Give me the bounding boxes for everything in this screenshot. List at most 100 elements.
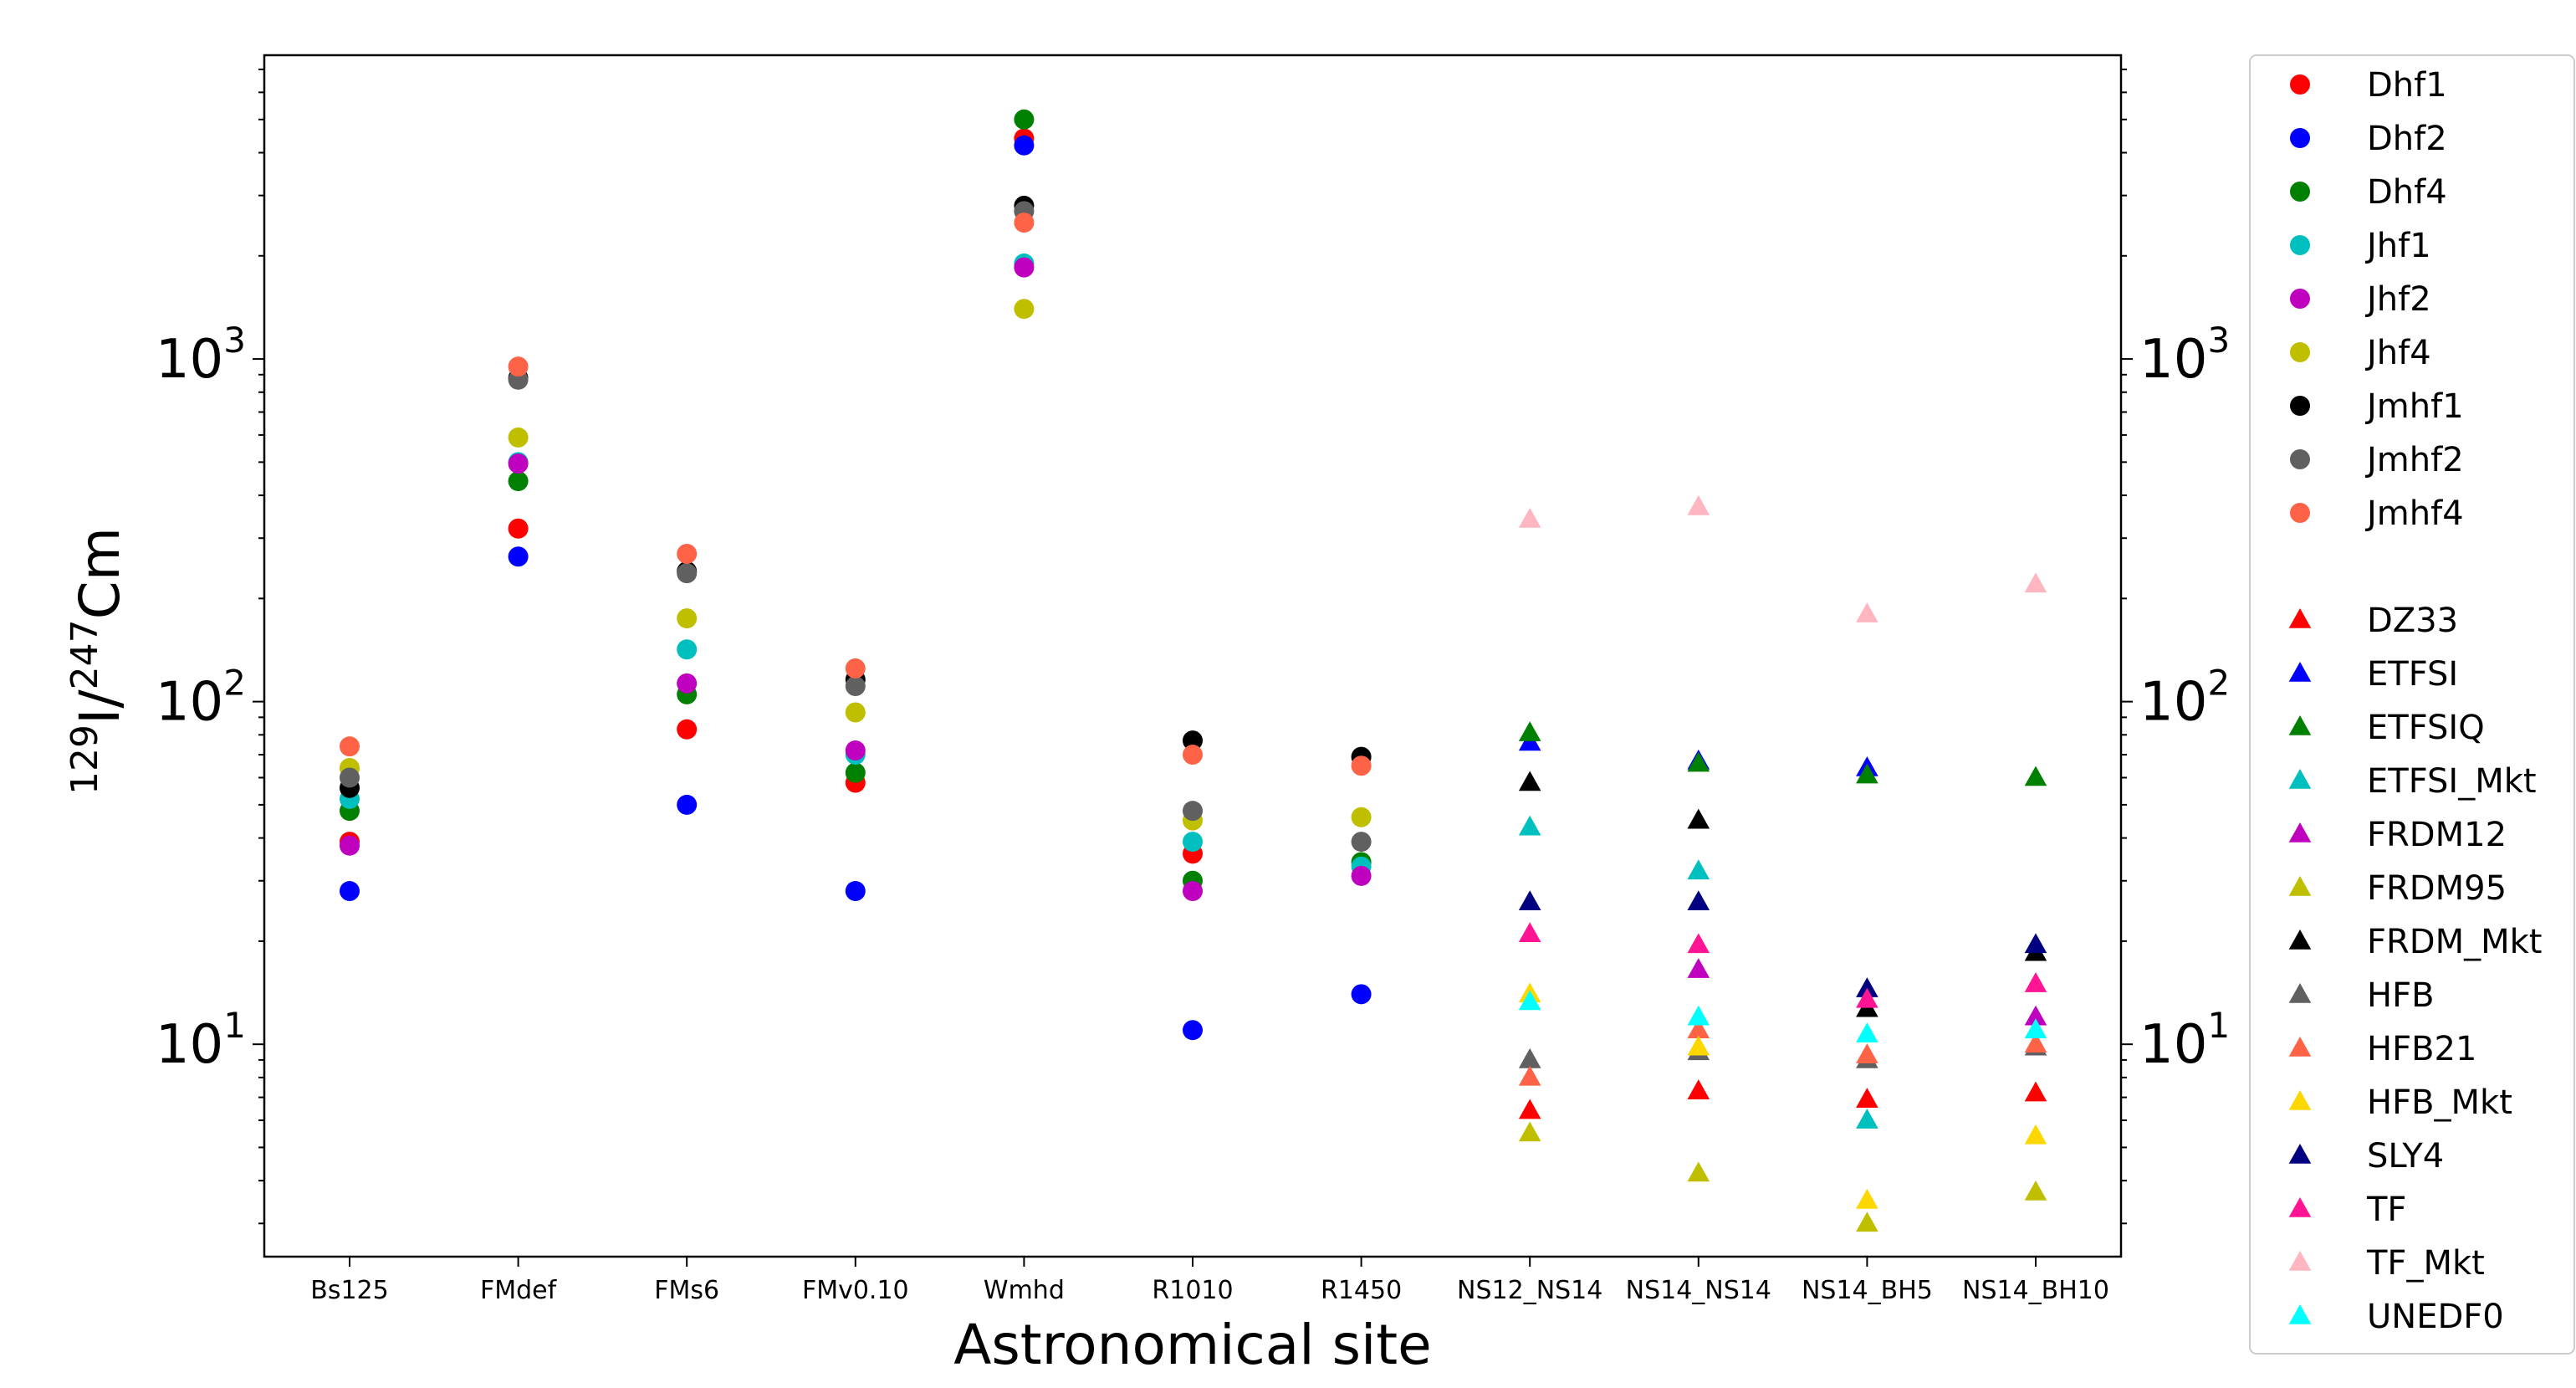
point-frdm-mkt	[1518, 771, 1541, 791]
y-tick-label: 102	[156, 663, 246, 734]
y-axis-title-sup2: 247	[64, 619, 106, 689]
legend-marker-tf-mkt	[2288, 1251, 2312, 1271]
point-etfsi-mkt	[1687, 859, 1710, 880]
point-jhf2	[1183, 881, 1203, 902]
legend-marker-jhf1	[2290, 235, 2310, 255]
y-axis: 101 101 102 102 103 103	[156, 68, 2230, 1225]
x-axis-title: Astronomical site	[953, 1313, 1432, 1377]
legend-marker-hfb-mkt	[2288, 1090, 2312, 1110]
point-dhf2	[340, 881, 360, 902]
point-tf-mkt	[1687, 494, 1710, 515]
x-axis: Bs125 FMdef FMs6 FMv0.10 Wmhd R1010 R1450 NS12_…	[310, 1257, 2109, 1305]
y-tick-label-right: 101	[2139, 1005, 2230, 1076]
point-jmhf2	[1183, 801, 1203, 822]
point-tf	[1856, 987, 1878, 1008]
point-tf	[2024, 972, 2047, 992]
point-dhf2	[508, 546, 529, 567]
legend-label-jmhf2: Jmhf2	[2364, 441, 2464, 479]
point-hfb21	[1856, 1043, 1878, 1063]
point-jhf4	[677, 608, 698, 629]
point-sly4	[1856, 977, 1878, 997]
legend-label-jhf1: Jhf1	[2364, 227, 2431, 265]
point-frdm95	[1518, 1121, 1541, 1142]
legend-label-etfsiq: ETFSIQ	[2367, 709, 2485, 747]
point-jmhf4	[1351, 755, 1372, 776]
legend-label-sly4: SLY4	[2367, 1137, 2444, 1175]
legend-marker-dhf1	[2290, 74, 2310, 95]
legend: Dhf1 Dhf2 Dhf4 Jhf1 Jhf2 Jhf4 Jmhf1 Jmhf2 Jmhf4 D…	[2249, 54, 2575, 1355]
point-jhf2	[508, 453, 529, 474]
legend-label-frdm12: FRDM12	[2367, 816, 2507, 854]
legend-marker-frdm12	[2288, 822, 2312, 843]
legend-marker-frdm95	[2288, 876, 2312, 896]
legend-marker-hfb	[2288, 983, 2312, 1003]
point-dhf1	[677, 719, 698, 740]
point-jmhf4	[845, 658, 866, 679]
point-unedf0	[2024, 1018, 2047, 1039]
point-dhf2	[845, 881, 866, 902]
point-etfsiq	[1687, 751, 1710, 772]
legend-marker-etfsi-mkt	[2288, 769, 2312, 789]
point-jhf2	[1014, 257, 1035, 278]
x-tick-label: FMs6	[654, 1276, 719, 1305]
legend-label-unedf0: UNEDF0	[2367, 1298, 2504, 1336]
legend-marker-jmhf2	[2290, 449, 2310, 469]
legend-label-hfb: HFB	[2367, 976, 2435, 1015]
legend-label-jhf2: Jhf2	[2364, 280, 2431, 319]
point-jhf2	[1351, 865, 1372, 886]
point-etfsi-mkt	[1856, 1109, 1878, 1129]
point-jhf2	[845, 740, 866, 761]
point-jmhf1	[1183, 730, 1203, 751]
point-dhf2	[1183, 1020, 1203, 1041]
legend-frame	[2249, 54, 2575, 1355]
legend-marker-dz33	[2288, 608, 2312, 628]
legend-label-jmhf1: Jmhf1	[2364, 387, 2464, 426]
x-tick-label: NS12_NS14	[1457, 1276, 1602, 1305]
plot-area	[263, 54, 2123, 1258]
point-jmhf4	[1183, 745, 1203, 766]
point-dhf2	[1014, 135, 1035, 156]
legend-label-dhf1: Dhf1	[2367, 66, 2447, 105]
point-jmhf2	[677, 563, 698, 584]
point-dz33	[1856, 1088, 1878, 1108]
legend-label-frdm-mkt: FRDM_Mkt	[2367, 923, 2542, 961]
legend-marker-hfb21	[2288, 1037, 2312, 1057]
y-tick-label: 103	[156, 320, 246, 391]
point-dhf4	[1014, 109, 1035, 130]
point-jhf4	[845, 702, 866, 723]
point-sly4	[1687, 890, 1710, 911]
point-jhf1	[1183, 832, 1203, 853]
point-etfsi-mkt	[1518, 815, 1541, 836]
point-dhf4	[845, 762, 866, 783]
legend-marker-dhf2	[2290, 128, 2310, 148]
legend-label-frdm95: FRDM95	[2367, 869, 2507, 908]
y-tick-label-right: 103	[2139, 320, 2230, 391]
plot-frame	[263, 54, 2123, 1258]
point-frdm12	[2024, 1005, 2047, 1026]
y-axis-title-sup1: 129	[64, 725, 106, 795]
legend-label-etfsi: ETFSI	[2367, 655, 2458, 694]
legend-label-tf: TF	[2366, 1191, 2406, 1229]
point-dhf4	[508, 471, 529, 492]
point-tf-mkt	[1518, 507, 1541, 528]
x-tick-label: NS14_NS14	[1626, 1276, 1771, 1305]
point-tf	[1687, 933, 1710, 954]
legend-label-etfsi-mkt: ETFSI_Mkt	[2367, 762, 2537, 801]
point-hfb21	[1687, 1018, 1710, 1039]
point-jmhf4	[677, 543, 698, 564]
point-jhf4	[508, 427, 529, 448]
legend-label-dhf2: Dhf2	[2367, 120, 2447, 158]
y-axis-title-base2: Cm	[68, 527, 132, 619]
x-tick-label: R1450	[1321, 1276, 1402, 1305]
point-sly4	[1518, 890, 1541, 911]
point-frdm95	[1856, 1211, 1878, 1232]
point-frdm95	[2024, 1181, 2047, 1201]
point-etfsiq	[1518, 721, 1541, 741]
point-unedf0	[1518, 990, 1541, 1011]
legend-label-hfb-mkt: HFB_Mkt	[2367, 1083, 2512, 1122]
point-jmhf2	[1351, 832, 1372, 853]
point-etfsiq	[2024, 766, 2047, 786]
point-frdm95	[1687, 1161, 1710, 1182]
point-dhf1	[508, 518, 529, 539]
